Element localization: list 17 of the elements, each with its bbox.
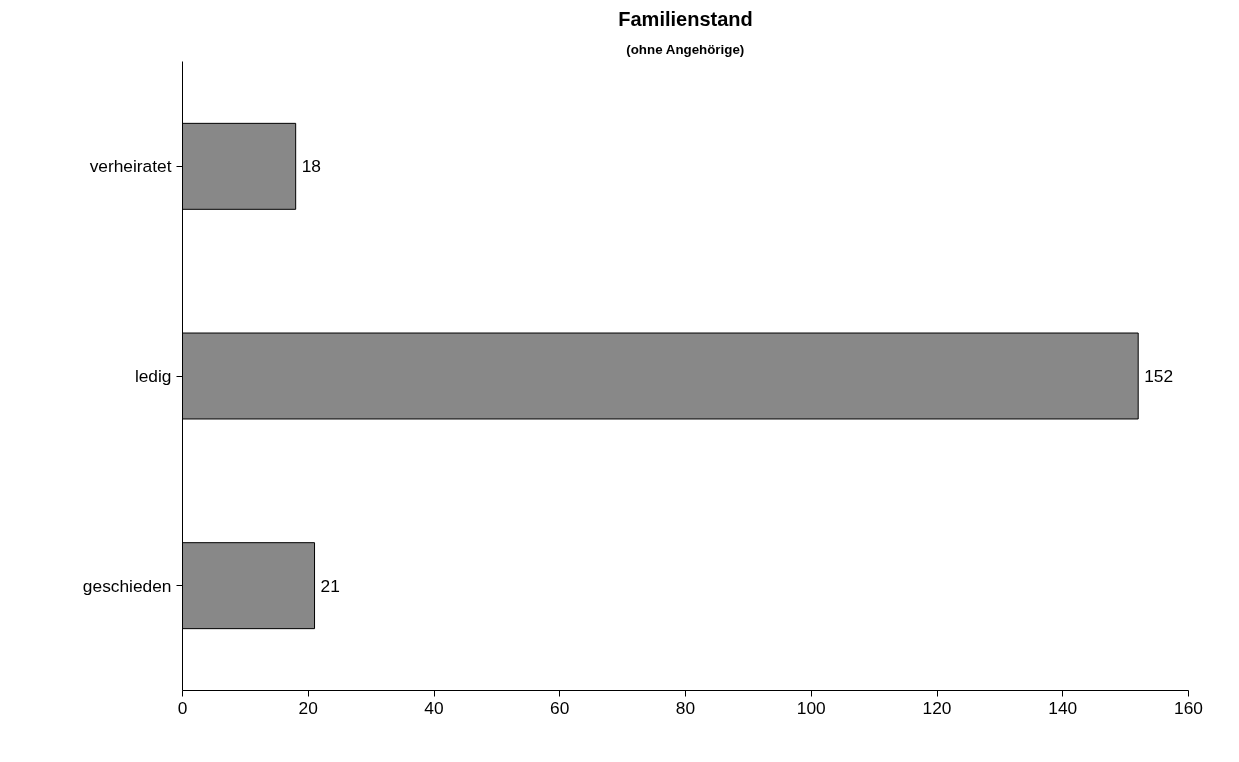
x-tick-label: 160 <box>1174 697 1203 718</box>
chart-subtitle: (ohne Angehörige) <box>626 41 745 57</box>
x-tick-label: 120 <box>922 697 952 718</box>
y-tick-label: geschieden <box>82 575 172 596</box>
x-tick-label: 40 <box>424 697 444 718</box>
data-label: 18 <box>301 156 321 177</box>
data-label: 152 <box>1144 366 1174 386</box>
y-tick-label: verheiratet <box>89 156 172 177</box>
x-tick-label: 60 <box>550 697 570 718</box>
chart-title: Familienstand <box>618 7 753 30</box>
x-tick-label: 20 <box>298 697 318 718</box>
x-tick-label: 100 <box>796 697 826 718</box>
x-tick-label: 140 <box>1048 697 1078 718</box>
x-tick-label: 80 <box>675 697 696 718</box>
y-tick-label: ledig <box>134 366 172 386</box>
x-tick-label: 0 <box>177 697 188 718</box>
data-label: 21 <box>320 575 340 596</box>
